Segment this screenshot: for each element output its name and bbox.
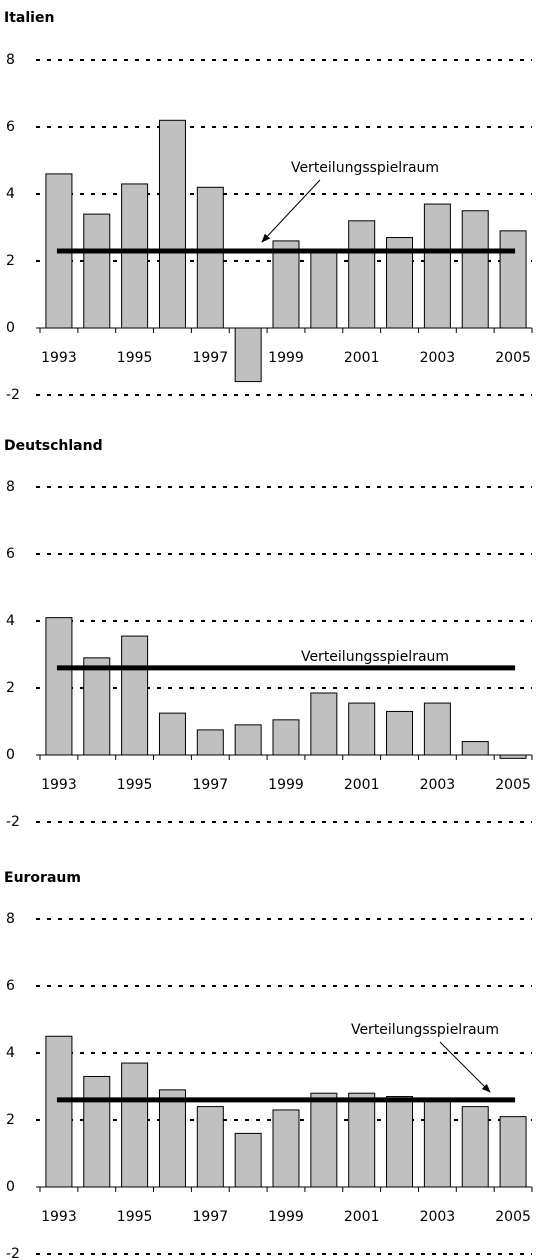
x-tick-label: 1997 [192,777,228,793]
y-tick-label: 2 [6,680,15,696]
bar [121,1062,149,1188]
bar [348,1092,376,1188]
x-tick-label: 1993 [41,1209,77,1225]
bar [348,220,376,329]
bar [348,702,376,756]
chart-title: Deutschland [4,438,103,454]
x-tick-label: 1993 [41,350,77,366]
bar [272,240,300,329]
bar [386,710,414,756]
x-tick-label: 1999 [268,350,304,366]
bar [196,1106,224,1188]
annotation: Verteilungsspielraum [351,1022,499,1038]
y-tick-label: 8 [6,911,15,927]
bar [45,1035,73,1188]
bar [234,1132,262,1188]
y-tick-label: 4 [6,613,15,629]
bar [83,657,111,756]
bar [196,186,224,329]
annotation: Verteilungsspielraum [301,649,449,665]
y-tick-label: 2 [6,1112,15,1128]
y-tick-label: -2 [6,1246,20,1260]
x-tick-label: 2005 [495,777,531,793]
bar [234,724,262,756]
bar [83,1075,111,1188]
bar [272,1109,300,1188]
bar [499,230,527,329]
bar [423,203,451,329]
bar [272,719,300,756]
y-tick-label: 4 [6,1045,15,1061]
y-tick-label: 0 [6,747,15,763]
x-tick-label: 1999 [268,777,304,793]
y-tick-label: 6 [6,119,15,135]
x-tick-label: 2005 [495,350,531,366]
x-tick-label: 2003 [420,1209,456,1225]
bar [423,1099,451,1188]
bar [461,210,489,329]
x-tick-label: 2001 [344,777,380,793]
bar [196,729,224,756]
bar [461,1106,489,1188]
y-tick-label: 6 [6,546,15,562]
x-tick-label: 1997 [192,350,228,366]
bar [499,754,527,759]
bar [234,327,262,383]
x-tick-label: 2005 [495,1209,531,1225]
annotation-arrow [261,179,321,243]
x-tick-label: 1997 [192,1209,228,1225]
x-tick-label: 2003 [420,350,456,366]
y-tick-label: 0 [6,320,15,336]
bar [158,119,186,329]
x-tick-label: 1995 [117,1209,153,1225]
annotation-arrow [439,1041,491,1093]
bar [310,692,338,756]
chart-title: Italien [4,10,54,26]
bar [83,213,111,329]
x-tick-label: 1993 [41,777,77,793]
y-tick-label: 6 [6,978,15,994]
bar [121,183,149,329]
x-tick-label: 2001 [344,1209,380,1225]
x-tick-label: 1999 [268,1209,304,1225]
x-tick-label: 2001 [344,350,380,366]
bar [158,712,186,756]
bar [499,1116,527,1188]
x-tick-label: 1995 [117,777,153,793]
bar [121,635,149,756]
chart-title: Euroraum [4,870,81,886]
y-tick-label: 8 [6,479,15,495]
x-tick-label: 1995 [117,350,153,366]
y-tick-label: -2 [6,814,20,830]
bar [310,1092,338,1188]
bar [45,617,73,756]
y-tick-label: 0 [6,1179,15,1195]
bar [386,1096,414,1188]
y-tick-label: 2 [6,253,15,269]
bar [461,741,489,756]
annotation: Verteilungsspielraum [291,160,439,176]
x-tick-label: 2003 [420,777,456,793]
y-tick-label: 4 [6,186,15,202]
y-tick-label: -2 [6,387,20,403]
y-tick-label: 8 [6,52,15,68]
bar [158,1089,186,1188]
bar [310,250,338,329]
bar [423,702,451,756]
